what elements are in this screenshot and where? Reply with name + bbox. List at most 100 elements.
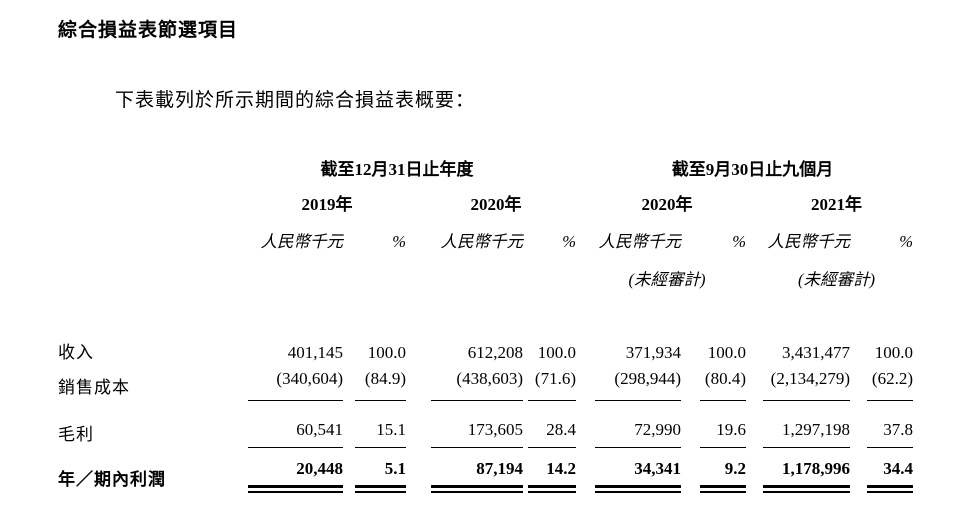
table-cell: 100.0	[681, 290, 746, 366]
table-cell: 37.8	[850, 401, 913, 448]
empty-cell	[55, 231, 248, 253]
double-rule	[595, 485, 681, 493]
value-2020-amount: 612,208	[467, 343, 523, 362]
year-header-2019: 2019年	[301, 195, 353, 214]
empty-cell	[248, 253, 406, 290]
value-2020-percent: 100.0	[537, 343, 576, 362]
row-label-cost-of-sales: 銷售成本	[58, 378, 130, 397]
percent-label: %	[392, 232, 406, 251]
value-2019-amount: 401,145	[287, 343, 343, 362]
value-9m2020-amount: 34,341	[634, 459, 681, 478]
table-cell: 100.0	[850, 290, 913, 366]
double-rule	[763, 485, 850, 493]
unit-label: 人民幣千元	[767, 232, 851, 251]
value-2019-percent: 5.1	[384, 459, 406, 478]
empty-cell	[406, 253, 576, 290]
value-9m2020-percent: (80.4)	[700, 366, 746, 401]
table-cell: 72,990	[576, 401, 681, 448]
period-group-nine-months: 截至9月30日止九個月	[671, 160, 834, 179]
unaudited-note-2021: (未經審計)	[798, 270, 875, 289]
empty-cell	[55, 195, 248, 231]
value-2020-amount: (438,603)	[431, 366, 523, 401]
table-cell: (340,604)	[248, 366, 343, 401]
value-9m2021-percent: 37.8	[867, 417, 913, 448]
value-9m2020-amount: 371,934	[625, 343, 681, 362]
table-cell: (80.4)	[681, 366, 746, 401]
table-row-revenue: 收入 401,145 100.0 612,208 100.0 371,934 1…	[55, 290, 913, 366]
value-9m2021-amount: 3,431,477	[782, 343, 850, 362]
table-cell: 3,431,477	[746, 290, 850, 366]
value-2020-percent: 28.4	[528, 417, 576, 448]
table-row-profit-for-period: 年／期內利潤 20,448 5.1 87,194 14.2 34,341 9.2…	[55, 448, 913, 493]
row-label-gross-profit: 毛利	[58, 425, 94, 444]
table-cell: 9.2	[681, 448, 746, 493]
percent-label: %	[562, 232, 576, 251]
table-cell: 87,194	[406, 448, 523, 493]
table-cell: 612,208	[406, 290, 523, 366]
value-2019-percent: (84.9)	[355, 366, 406, 401]
value-9m2021-amount: (2,134,279)	[763, 366, 850, 401]
value-9m2021-amount: 1,297,198	[763, 417, 850, 448]
year-header-2020: 2020年	[470, 195, 522, 214]
value-2019-percent: 15.1	[355, 417, 406, 448]
value-2020-amount: 173,605	[431, 417, 523, 448]
value-2020-percent: (71.6)	[528, 366, 576, 401]
table-cell: 173,605	[406, 401, 523, 448]
value-9m2021-amount: 1,178,996	[782, 459, 850, 478]
value-2020-percent: 14.2	[546, 459, 576, 478]
value-2019-amount: 60,541	[248, 417, 343, 448]
value-9m2021-percent: 34.4	[883, 459, 913, 478]
double-rule	[867, 485, 913, 493]
period-group-annual: 截至12月31日止年度	[320, 160, 474, 179]
table-cell: (438,603)	[406, 366, 523, 401]
percent-label: %	[732, 232, 746, 251]
table-cell: 5.1	[343, 448, 406, 493]
table-cell: 19.6	[681, 401, 746, 448]
table-row-cost-of-sales: 銷售成本 (340,604) (84.9) (438,603) (71.6) (…	[55, 366, 913, 401]
table-cell: 1,297,198	[746, 401, 850, 448]
double-rule	[355, 485, 406, 493]
double-rule	[528, 485, 576, 493]
table-cell: 100.0	[523, 290, 576, 366]
double-rule	[248, 485, 343, 493]
year-header-2021: 2021年	[811, 195, 862, 214]
row-label-profit-for-period: 年／期內利潤	[58, 470, 166, 489]
table-cell: 371,934	[576, 290, 681, 366]
table-cell: 28.4	[523, 401, 576, 448]
table-cell: 401,145	[248, 290, 343, 366]
table-cell: 100.0	[343, 290, 406, 366]
table-cell: 1,178,996	[746, 448, 850, 493]
table-cell: 60,541	[248, 401, 343, 448]
table-cell: 20,448	[248, 448, 343, 493]
unit-label: 人民幣千元	[598, 232, 682, 251]
value-9m2020-percent: 9.2	[724, 459, 746, 478]
table-cell: (84.9)	[343, 366, 406, 401]
income-statement-table: 截至12月31日止年度 截至9月30日止九個月 2019年 2020年 2020…	[55, 160, 913, 493]
table-cell: (298,944)	[576, 366, 681, 401]
unaudited-note-row: (未經審計) (未經審計)	[55, 253, 913, 290]
table-cell: 14.2	[523, 448, 576, 493]
value-2020-amount: 87,194	[476, 459, 523, 478]
intro-text: 下表載列於所示期間的綜合損益表概要：	[115, 90, 476, 111]
unit-header-row: 人民幣千元 % 人民幣千元 % 人民幣千元 % 人民幣千元 %	[55, 231, 914, 253]
year-header-row: 2019年 2020年 2020年 2021年	[55, 195, 913, 231]
table-cell: (2,134,279)	[746, 366, 850, 401]
table-cell: 15.1	[343, 401, 406, 448]
section-heading: 綜合損益表節選項目	[58, 20, 239, 41]
unaudited-note-2020: (未經審計)	[628, 270, 706, 289]
table-cell: (71.6)	[523, 366, 576, 401]
value-9m2020-percent: 100.0	[707, 343, 746, 362]
value-9m2021-percent: 100.0	[874, 343, 913, 362]
unit-label: 人民幣千元	[440, 232, 524, 251]
percent-label: %	[899, 232, 913, 251]
period-group-header-row: 截至12月31日止年度 截至9月30日止九個月	[55, 160, 913, 195]
value-2019-amount: (340,604)	[248, 366, 343, 401]
table-cell: (62.2)	[850, 366, 913, 401]
table-row-gross-profit: 毛利 60,541 15.1 173,605 28.4 72,990 19.6 …	[55, 401, 913, 448]
value-2019-amount: 20,448	[296, 459, 343, 478]
table-cell: 34.4	[850, 448, 913, 493]
year-header-2020-nine-months: 2020年	[641, 195, 693, 214]
value-9m2020-amount: 72,990	[595, 417, 681, 448]
unit-label: 人民幣千元	[260, 232, 344, 251]
double-rule	[431, 485, 523, 493]
